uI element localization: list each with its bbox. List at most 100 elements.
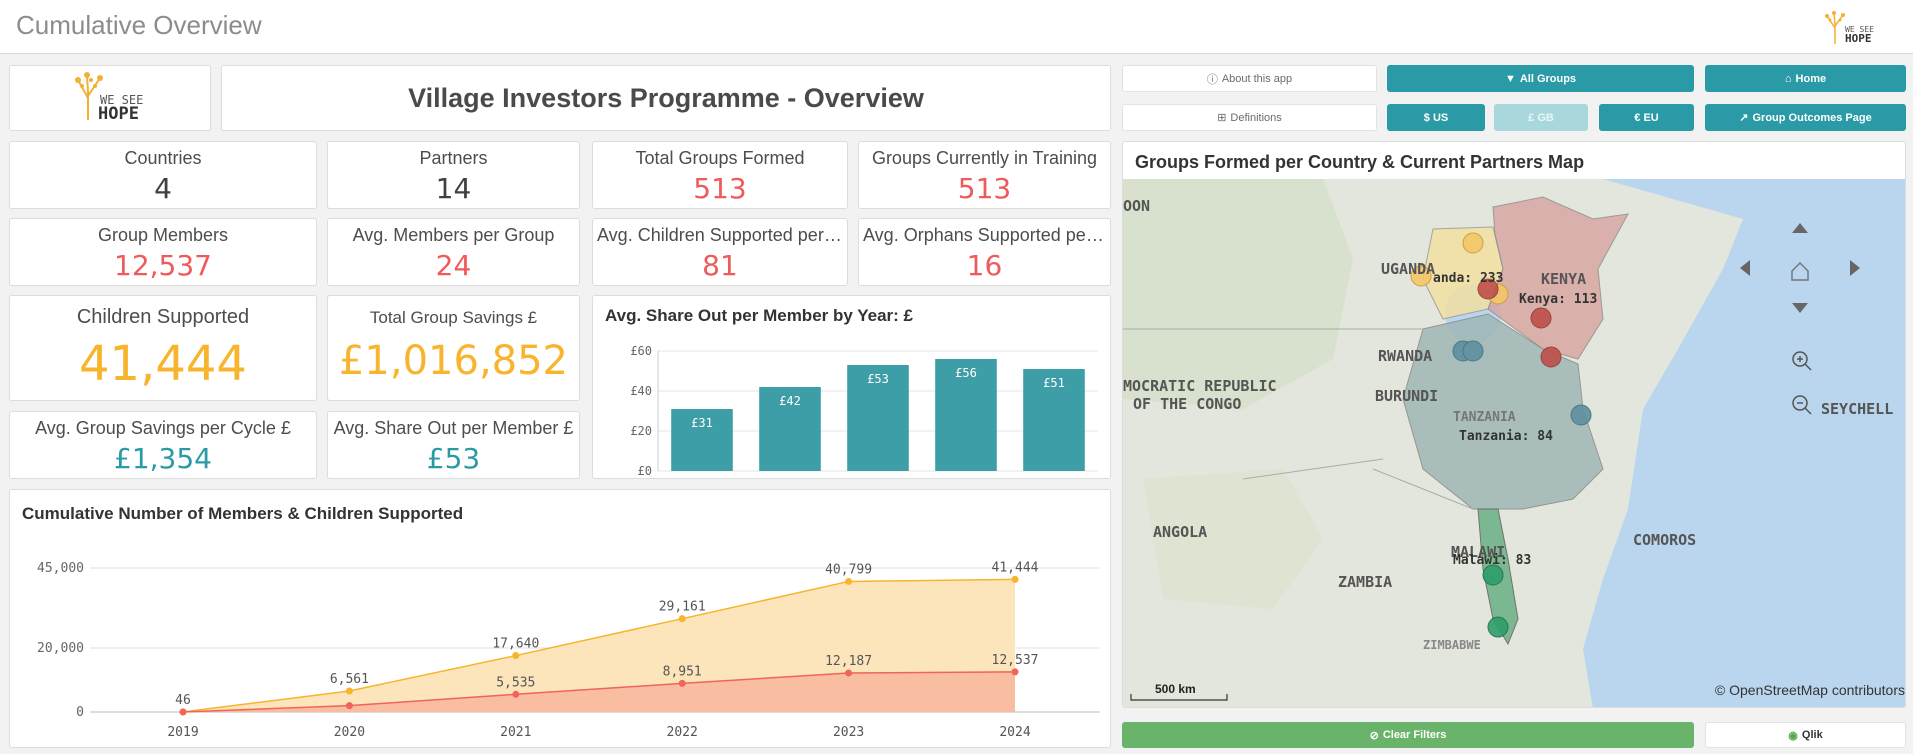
qlik-button[interactable]: ◉ Qlik [1705,722,1906,748]
currency-gbp-button[interactable]: £ GB [1494,104,1588,131]
home-label: Home [1795,72,1827,85]
definitions-button[interactable]: ⊞ Definitions [1122,104,1377,131]
chart-title: Cumulative Number of Members & Children … [22,504,464,523]
all-groups-button[interactable]: ▼ All Groups [1387,65,1694,92]
home-icon: ⌂ [1784,72,1792,85]
data-label: 12,187 [825,654,872,669]
data-point [678,679,686,687]
cumulative-area-chart[interactable]: Cumulative Number of Members & Children … [9,489,1111,748]
svg-text:UGANDA: UGANDA [1381,260,1435,278]
about-button[interactable]: ⓘ About this app [1122,65,1377,92]
area-chart-plot[interactable]: 0 20,000 45,000 46 6,561 17,640 29,161 40,799 41… [10,490,1111,748]
zoom-in-icon[interactable] [1792,351,1812,371]
clear-filters-button[interactable]: ⊘ Clear Filters [1122,722,1694,748]
map-canvas[interactable]: OON UGANDA KENYA RWANDA BURUNDI MOCRATIC… [1123,179,1906,708]
kpi-label: Avg. Share Out per Member £ [333,418,574,438]
kpi-label: Total Groups Formed [635,148,805,168]
y-tick-label: 20,000 [37,641,84,656]
series-line [182,671,1016,713]
y-tick-label: 0 [76,705,84,720]
kpi-label: Partners [419,148,488,168]
kpi-total-savings[interactable]: Total Group Savings £ £1,016,852 [327,295,580,401]
kpi-value: 16 [966,249,1003,282]
data-label: 12,537 [992,653,1039,668]
svg-text:ZIMBABWE: ZIMBABWE [1423,638,1481,652]
data-point [512,652,520,660]
qlik-logo-icon: ◉ [1788,729,1798,742]
pan-up-icon[interactable] [1792,223,1808,233]
data-point [1011,575,1019,583]
kpi-avg-members[interactable]: Avg. Members per Group 24 [327,218,580,286]
svg-text:MOCRATIC REPUBLIC: MOCRATIC REPUBLIC [1123,377,1277,395]
y-tick-label: £60 [630,344,652,358]
x-tick-label: 2019 [167,725,198,740]
bar [1023,369,1085,471]
we-see-hope-logo: WE SEE HOPE [75,72,143,124]
bar-data-label: £42 [779,394,801,408]
kpi-value: 4 [154,172,172,205]
y-tick-label: £0 [638,464,652,478]
y-tick-label: £20 [630,424,652,438]
kpi-avg-savings-cycle[interactable]: Avg. Group Savings per Cycle £ £1,354 [9,411,317,479]
svg-text:WE SEE: WE SEE [1845,25,1874,34]
kpi-avg-share-out[interactable]: Avg. Share Out per Member £ £53 [327,411,580,479]
x-tick-label: 2021 [500,725,531,740]
kpi-avg-orphans[interactable]: Avg. Orphans Supported per ... 16 [858,218,1111,286]
svg-text:Malawi: 83: Malawi: 83 [1453,553,1531,568]
kpi-value: 513 [957,172,1012,205]
kpi-total-groups[interactable]: Total Groups Formed 513 [592,141,848,209]
kpi-value: 513 [693,172,747,205]
map-card[interactable]: Groups Formed per Country & Current Part… [1122,141,1906,708]
share-out-bar-chart[interactable]: Avg. Share Out per Member by Year: £ £0 £… [592,295,1111,479]
x-tick-label: 2023 [833,725,864,740]
kpi-label: Avg. Orphans Supported per ... [863,225,1110,245]
series-line [182,578,1016,713]
group-outcomes-label: Group Outcomes Page [1752,111,1872,124]
kpi-group-members[interactable]: Group Members 12,537 [9,218,317,286]
svg-text:SEYCHELL: SEYCHELL [1821,400,1893,418]
top-bar: Cumulative Overview WE SEE HOPE [0,0,1913,54]
kpi-value: 41,444 [79,336,247,392]
kpi-partners[interactable]: Partners 14 [327,141,580,209]
kpi-label: Countries [124,148,202,168]
pan-down-icon[interactable] [1792,303,1808,313]
usd-label: $ US [1423,111,1449,124]
kpi-avg-children[interactable]: Avg. Children Supported per G... 81 [592,218,848,286]
kpi-label: Avg. Members per Group [352,225,555,245]
x-tick-label: 2020 [334,725,365,740]
home-button[interactable]: ⌂ Home [1705,65,1906,92]
group-outcomes-button[interactable]: ↗ Group Outcomes Page [1705,104,1906,131]
kpi-label: Children Supported [76,306,250,328]
y-tick-label: 45,000 [37,561,84,576]
sheet-title: Cumulative Overview [16,10,262,40]
kpi-label: Avg. Group Savings per Cycle £ [35,418,291,438]
bar-data-label: £31 [691,416,713,430]
svg-text:ZAMBIA: ZAMBIA [1338,573,1392,591]
data-label: 41,444 [992,560,1039,575]
data-point [345,702,353,710]
data-point [345,687,353,695]
bar-chart-plot[interactable]: £0 £20 £40 £60 £31 £42 £53 £56 £51 [593,296,1111,479]
kpi-children-supported[interactable]: Children Supported 41,444 [9,295,317,401]
definitions-label: Definitions [1230,111,1282,124]
pan-left-icon[interactable] [1740,260,1750,276]
currency-usd-button[interactable]: $ US [1387,104,1485,131]
data-point [512,690,520,698]
clear-filters-label: Clear Filters [1382,729,1447,741]
series-area [183,671,1015,712]
zoom-out-icon[interactable] [1792,395,1812,415]
data-point [179,708,187,716]
map-title: Groups Formed per Country & Current Part… [1135,152,1585,172]
data-label: 8,951 [663,664,702,679]
kpi-groups-training[interactable]: Groups Currently in Training 513 [858,141,1111,209]
currency-eur-button[interactable]: € EU [1599,104,1694,131]
pan-right-icon[interactable] [1850,260,1860,276]
kpi-countries[interactable]: Countries 4 [9,141,317,209]
gbp-label: £ GB [1528,111,1554,124]
home-view-icon[interactable] [1791,261,1809,281]
about-label: About this app [1221,72,1293,85]
x-tick-label: 2022 [667,725,698,740]
banner-card: Village Investors Programme - Overview [221,65,1111,131]
kpi-value: 12,537 [114,249,212,282]
data-label: 29,161 [659,600,706,615]
